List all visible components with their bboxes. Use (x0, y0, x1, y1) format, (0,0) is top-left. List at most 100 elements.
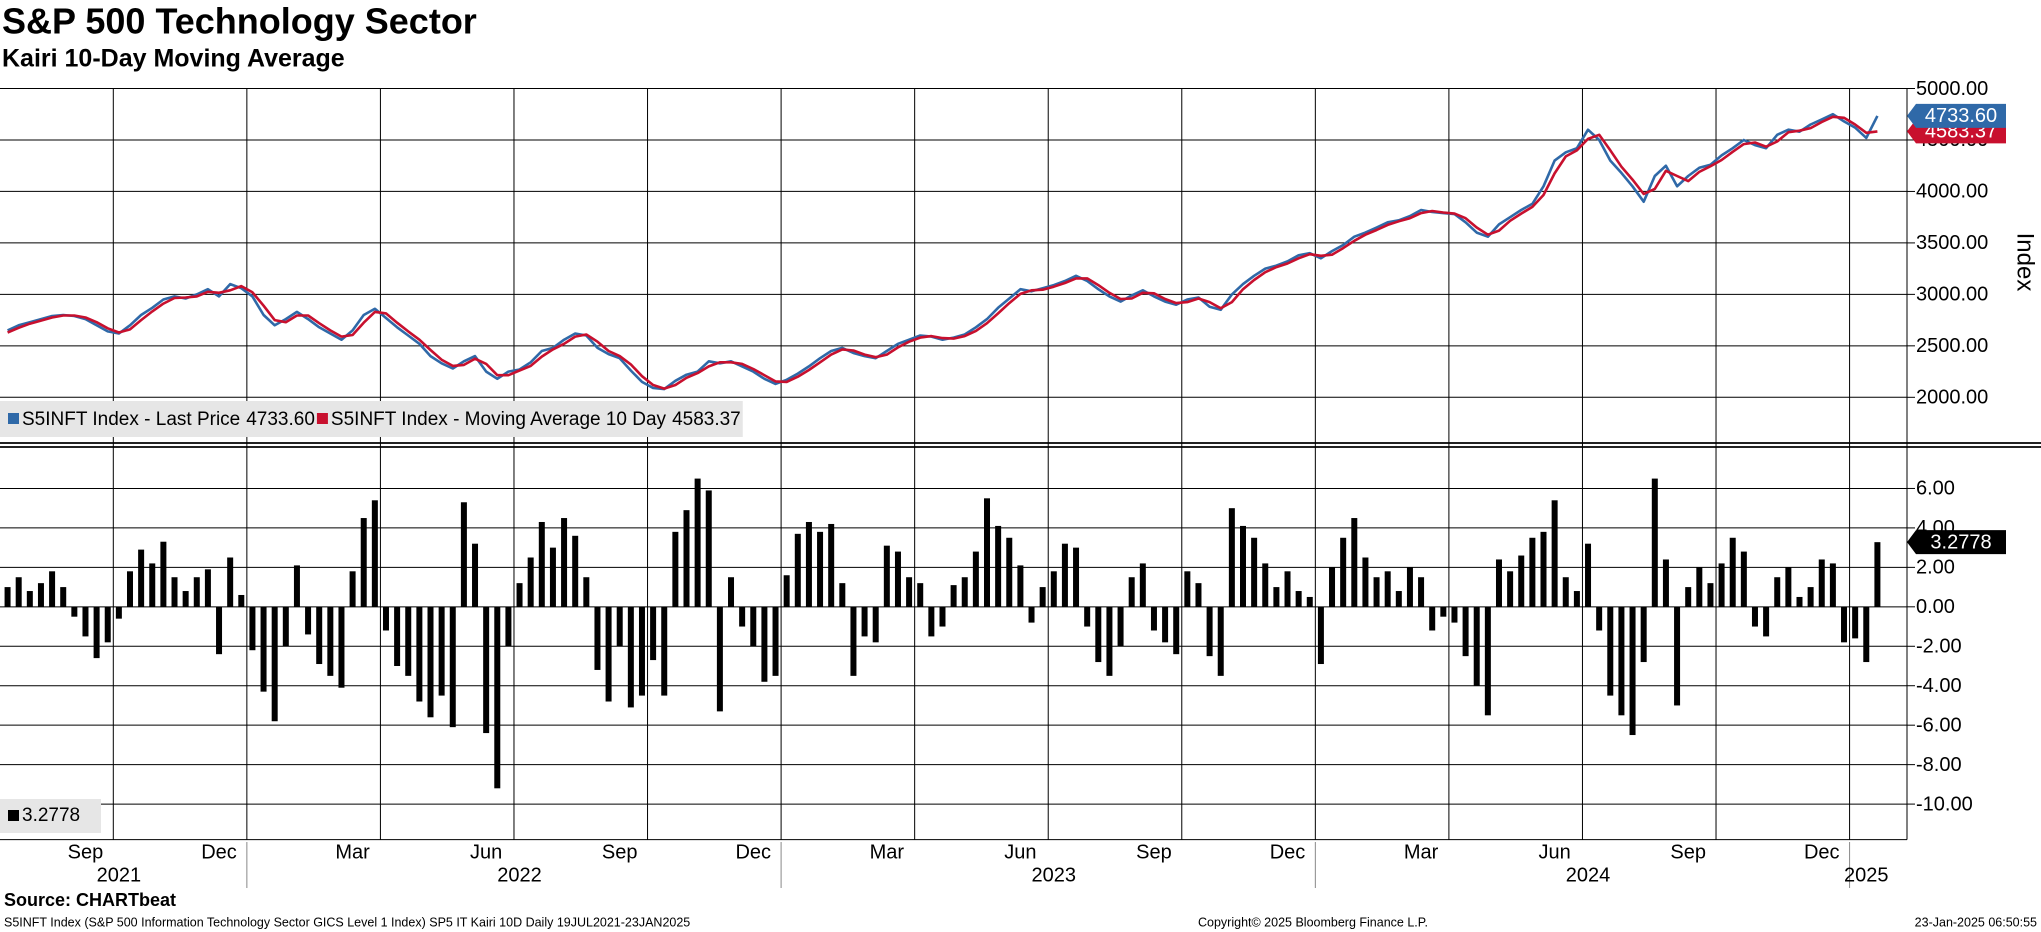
x-tick-label: Sep (68, 841, 104, 863)
bar (416, 606, 423, 702)
bar (1841, 606, 1848, 643)
bar (149, 563, 156, 607)
bar (683, 510, 690, 607)
x-year-label: 2025 (1844, 864, 1889, 886)
bar (1829, 563, 1836, 607)
bar (1262, 563, 1269, 607)
bar (750, 606, 757, 647)
chart-subtitle: Kairi 10-Day Moving Average (2, 45, 345, 73)
bar (1228, 508, 1235, 607)
y-tick-label: 5000.00 (1916, 78, 1988, 100)
bar (1662, 559, 1669, 607)
bar (193, 577, 200, 607)
y-tick-label: -2.00 (1916, 636, 1962, 658)
bar (1306, 596, 1313, 607)
bar (1373, 577, 1380, 607)
bar (405, 606, 412, 676)
bar (338, 606, 345, 688)
bar (1751, 606, 1758, 627)
price-line (7, 115, 1878, 390)
copyright: Copyright© 2025 Bloomberg Finance L.P. (1198, 915, 1428, 929)
bar (293, 565, 300, 607)
bar (1006, 537, 1013, 607)
bar (427, 606, 434, 718)
bar (1184, 571, 1191, 607)
mark-layer (4, 112, 1881, 789)
bar (93, 606, 100, 659)
y-tick-label: -6.00 (1916, 714, 1962, 736)
bar (995, 525, 1002, 607)
bar (494, 606, 501, 789)
bar (1150, 606, 1157, 631)
legend-value: 4733.60 (246, 409, 315, 430)
bar (282, 606, 289, 647)
bar (906, 577, 913, 607)
footer-description: S5INFT Index (S&P 500 Information Techno… (4, 915, 690, 929)
x-year-label: 2021 (97, 864, 142, 886)
bar (1774, 577, 1781, 607)
x-tick-label: Jun (1004, 841, 1036, 863)
bar (1785, 567, 1792, 607)
bar (761, 606, 768, 682)
bar (305, 606, 312, 635)
y-tick-label: 0.00 (1916, 596, 1955, 618)
bar (360, 518, 367, 607)
bar (1050, 571, 1057, 607)
bar (1852, 606, 1859, 639)
y-tick-label: -10.00 (1916, 793, 1973, 815)
bar (1440, 606, 1447, 617)
bar (1707, 583, 1714, 607)
bar (1484, 606, 1491, 716)
bar (1384, 571, 1391, 607)
bar (1462, 606, 1469, 657)
bar (1173, 606, 1180, 655)
bar (705, 490, 712, 607)
bar (382, 606, 389, 631)
bar (1095, 606, 1102, 663)
y-tick-label: 6.00 (1916, 478, 1955, 500)
bar (227, 557, 234, 607)
bar (716, 606, 723, 712)
bar (1406, 567, 1413, 607)
bar (82, 606, 89, 637)
bar (483, 606, 490, 734)
last-value-text: 4733.60 (1925, 105, 1997, 127)
bar (1685, 587, 1692, 607)
bar (1239, 525, 1246, 607)
x-year-label: 2022 (497, 864, 542, 886)
bar (1718, 563, 1725, 607)
bar (1874, 542, 1881, 607)
bar (1028, 606, 1035, 623)
legend-label: S5INFT Index - Last Price 4733.60 (22, 409, 315, 430)
x-tick-label: Jun (470, 841, 502, 863)
bar (1084, 606, 1091, 627)
bar (594, 606, 601, 670)
bar (516, 583, 523, 607)
bar (583, 577, 590, 607)
bar (1585, 543, 1592, 607)
bar (728, 577, 735, 607)
bar (1284, 571, 1291, 607)
bar (1418, 577, 1425, 607)
bar (527, 557, 534, 607)
bar (1562, 577, 1569, 607)
bar (1818, 559, 1825, 607)
bar (839, 583, 846, 607)
bar (126, 571, 133, 607)
bar (605, 606, 612, 702)
bar (1429, 606, 1436, 631)
bar (1740, 551, 1747, 607)
bar (1729, 537, 1736, 607)
x-tick-label: Dec (1804, 841, 1840, 863)
x-tick-label: Dec (1270, 841, 1306, 863)
y-tick-label: -4.00 (1916, 675, 1962, 697)
legend-label: S5INFT Index - Moving Average 10 Day 4583… (331, 409, 741, 430)
bar (894, 551, 901, 607)
bar (805, 521, 812, 607)
source: Source: CHARTbeat (4, 890, 176, 910)
bar (216, 606, 223, 655)
bar (850, 606, 857, 676)
bar (972, 551, 979, 607)
bar (1696, 567, 1703, 607)
